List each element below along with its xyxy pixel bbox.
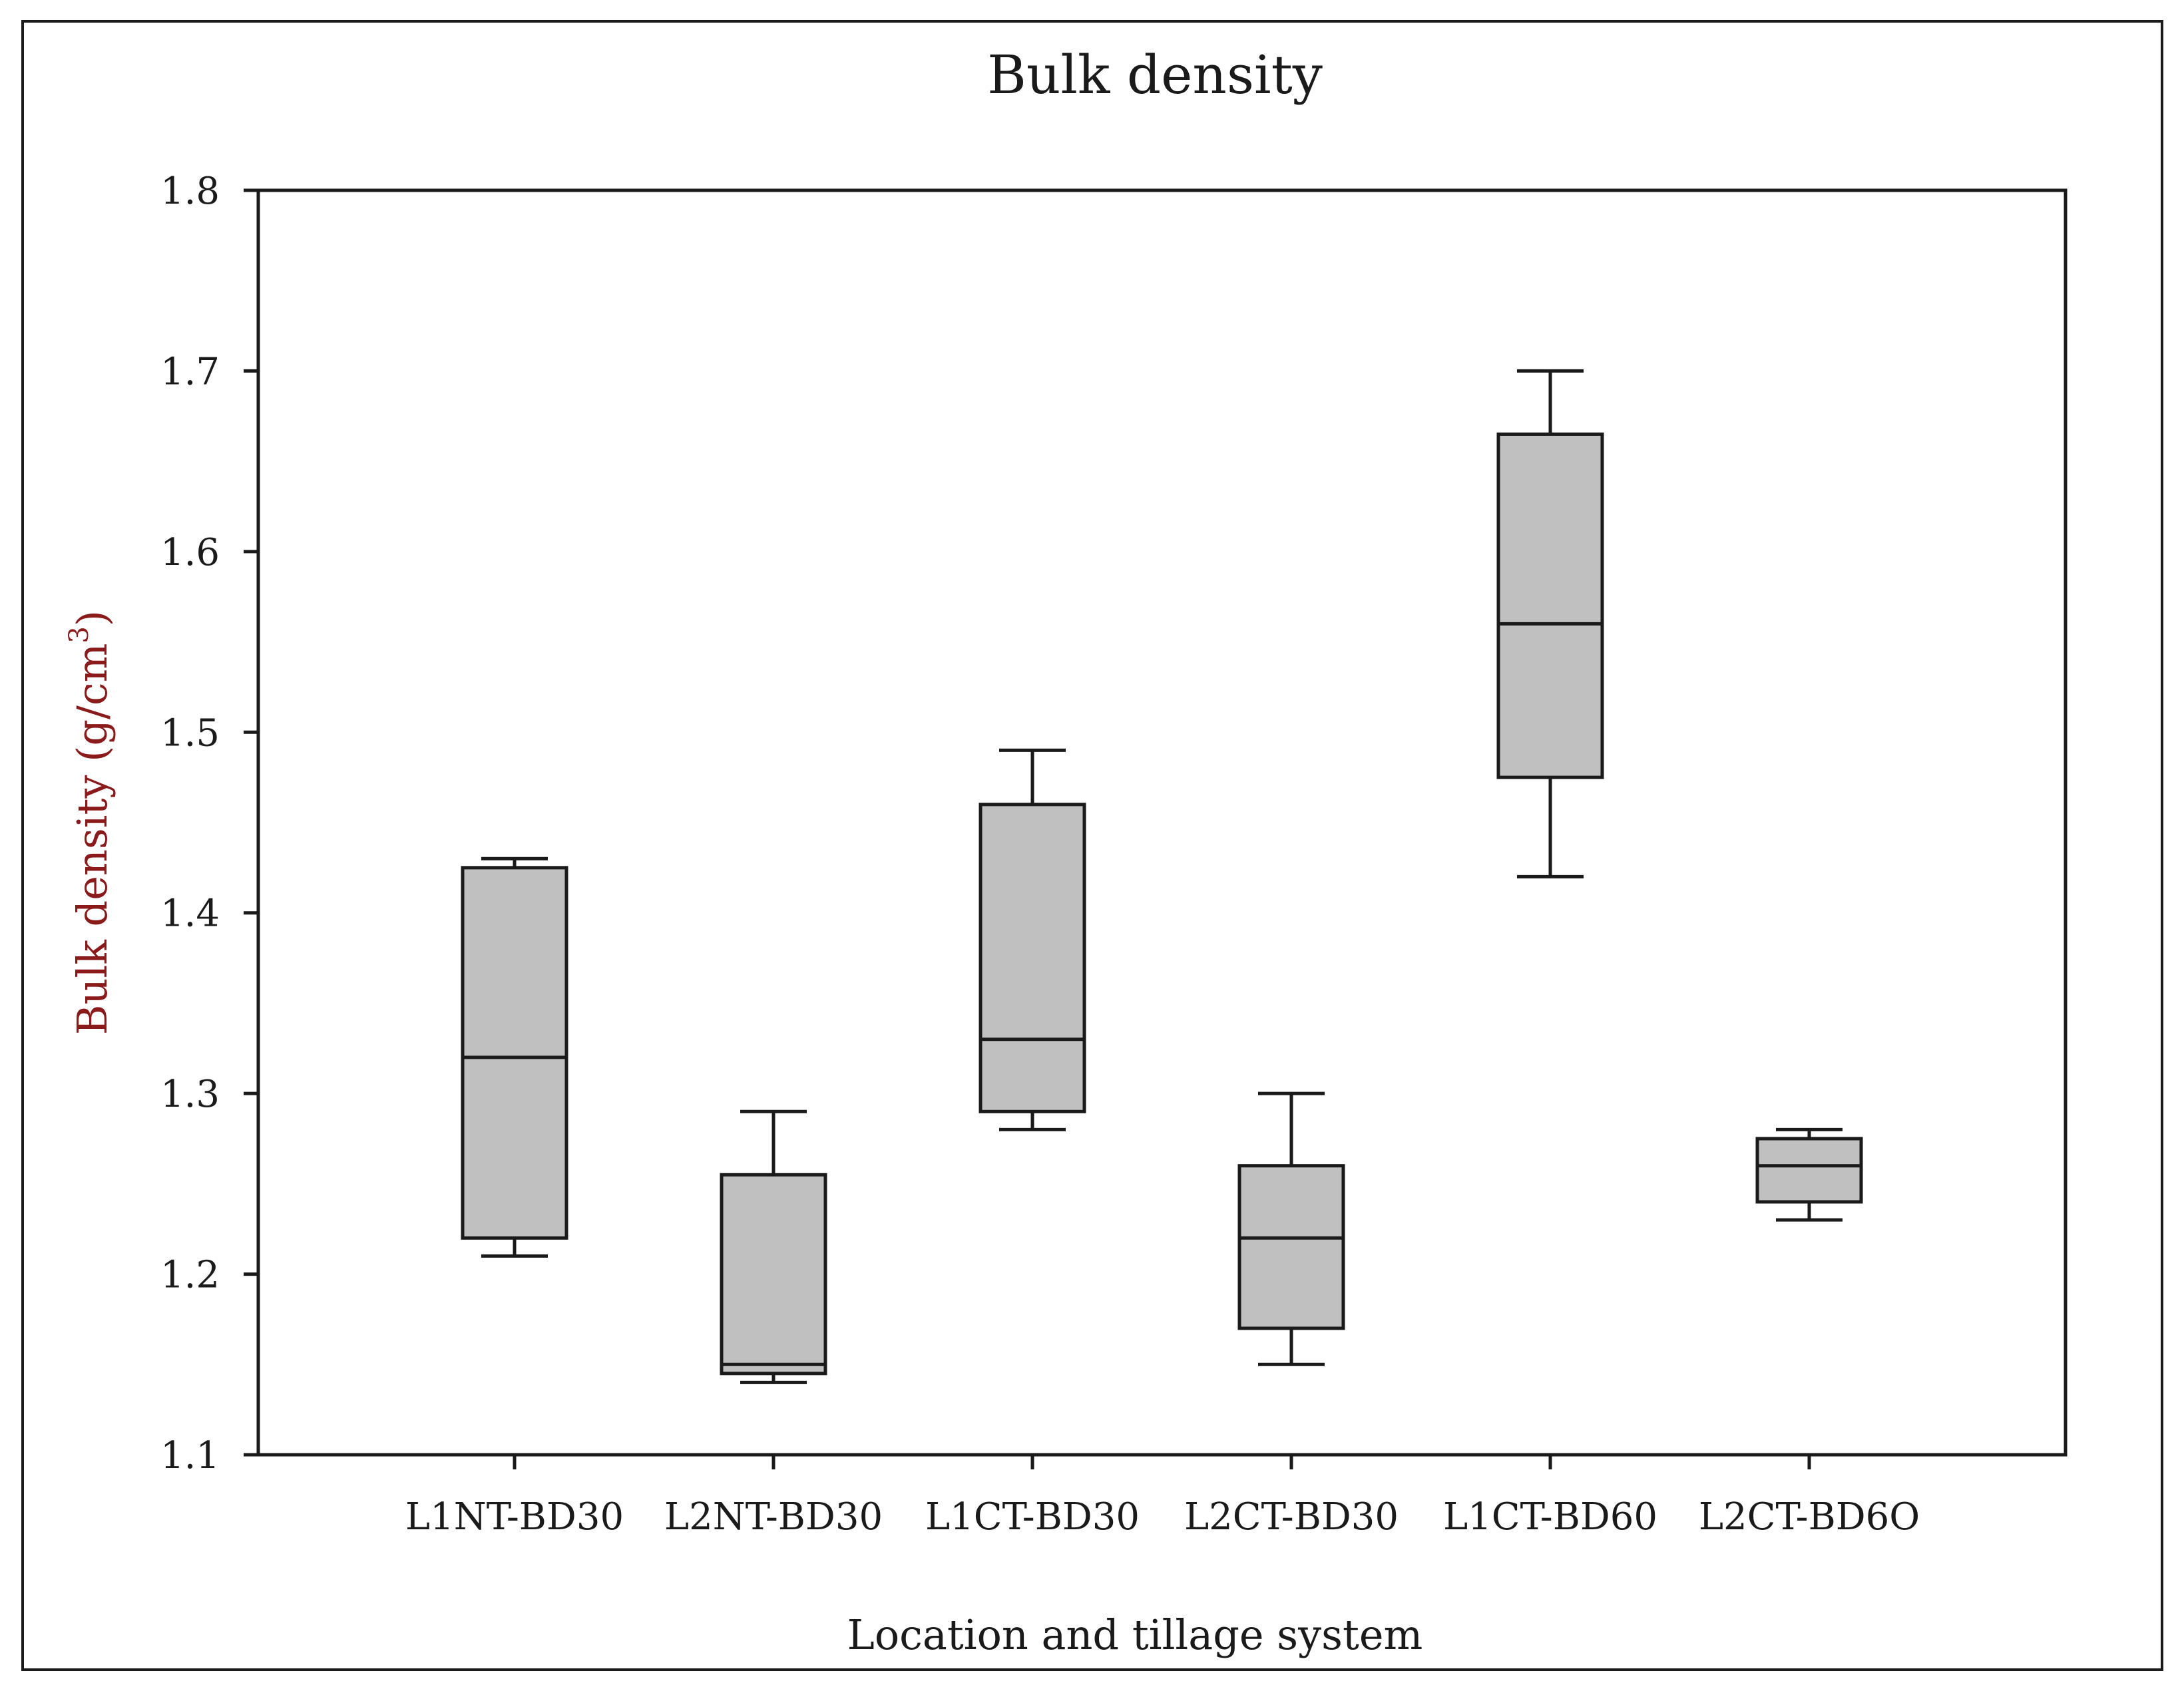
y-axis-label-superscript: 3 (64, 626, 95, 643)
y-tick-label: 1.8 (160, 170, 220, 213)
box-iqr (1237, 1164, 1345, 1330)
y-tick-label: 1.7 (160, 350, 220, 393)
y-tick-label: 1.6 (160, 531, 220, 574)
box-L2CT-BD30 (1237, 1091, 1345, 1366)
y-tick-label: 1.3 (160, 1073, 220, 1116)
y-axis-label: Bulk density (g/cm3) (64, 610, 116, 1035)
box-L2NT-BD30 (720, 1109, 827, 1384)
box-iqr (1755, 1137, 1863, 1204)
box-iqr (461, 866, 568, 1240)
chart-frame (21, 20, 2163, 1671)
x-axis: L1NT-BD30 L2NT-BD30 L1CT-BD30 L2CT-BD30 L1CT… (405, 1455, 1920, 1539)
x-tick-label: L2CT-BD6O (1699, 1495, 1920, 1539)
box-L2CT-BD6O (1755, 1127, 1863, 1222)
y-tick-label: 1.1 (160, 1434, 220, 1477)
x-tick-label: L1CT-BD60 (1443, 1495, 1657, 1539)
box-L1CT-BD60 (1496, 369, 1604, 878)
x-tick-label: L1CT-BD30 (925, 1495, 1140, 1539)
y-tick-label: 1.2 (160, 1254, 220, 1297)
y-axis: 1.1 1.2 1.3 1.4 1.5 1.6 1.7 1.8 (160, 170, 258, 1477)
box-series (461, 369, 1863, 1384)
box-iqr (979, 803, 1086, 1113)
box-iqr (1496, 432, 1604, 779)
y-tick-label: 1.5 (160, 711, 220, 755)
plot-area (256, 188, 2068, 1457)
y-axis-label-close: ) (68, 610, 116, 626)
x-tick-label: L1NT-BD30 (405, 1495, 624, 1539)
box-iqr (720, 1173, 827, 1376)
x-axis-label: Location and tillage system (847, 1610, 1423, 1659)
box-L1CT-BD30 (979, 748, 1086, 1131)
box-L1NT-BD30 (461, 856, 568, 1258)
x-tick-label: L2NT-BD30 (664, 1495, 883, 1539)
x-tick-label: L2CT-BD30 (1184, 1495, 1399, 1539)
y-tick-label: 1.4 (160, 892, 220, 936)
y-axis-label-text: Bulk density (g/cm (68, 644, 116, 1035)
chart-title: Bulk density (987, 44, 1323, 106)
